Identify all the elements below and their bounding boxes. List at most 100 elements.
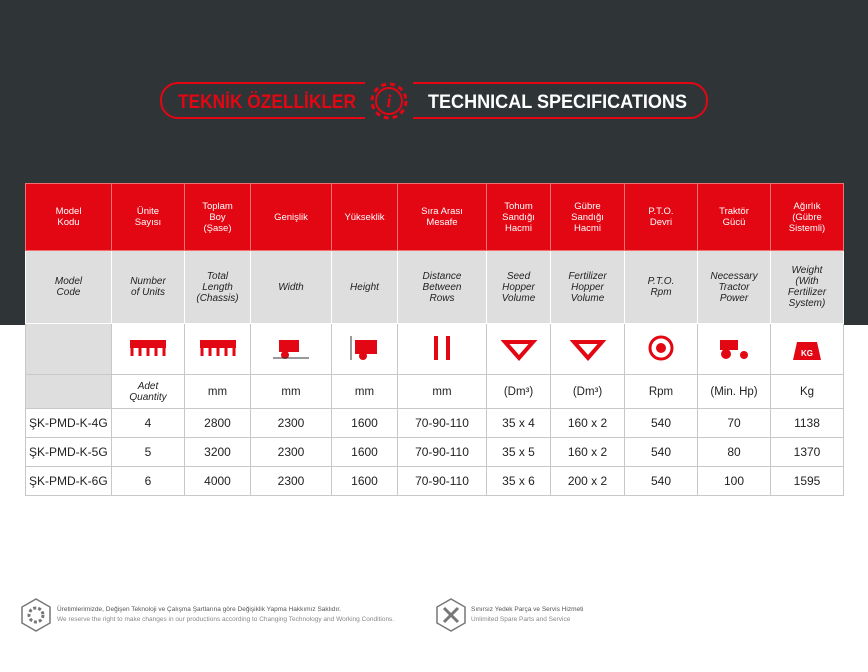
kg-label: KG <box>801 349 813 358</box>
value-cell: 35 x 6 <box>486 466 551 496</box>
value-cell: 35 x 4 <box>486 408 551 438</box>
value-cell: 80 <box>697 437 771 467</box>
header-tr-row: Model Kodu Ünite Sayısı Toplam Boy (Şase) G… <box>25 183 844 251</box>
header-cell: Toplam Boy (Şase) <box>184 183 251 251</box>
model-cell: ŞK-PMD-K-5G <box>25 437 112 467</box>
header-cell: Tohum Sandığı Hacmi <box>486 183 551 251</box>
spec-icon <box>199 339 236 356</box>
spec-icon <box>500 339 537 361</box>
header-cell: Model Code <box>25 250 112 324</box>
value-cell: 1138 <box>770 408 844 438</box>
icon-cell <box>486 323 551 375</box>
note-tr: Üretimlerimizde, Değişen Teknoloji ve Ça… <box>57 606 341 613</box>
value-cell: 1370 <box>770 437 844 467</box>
icon-cell <box>697 323 771 375</box>
value-cell: 1595 <box>770 466 844 496</box>
unit-cell: (Min. Hp) <box>697 374 771 409</box>
spec-icon <box>273 339 309 359</box>
value-cell: 70 <box>697 408 771 438</box>
unit-cell: Adet Quantity <box>111 374 185 409</box>
model-cell: ŞK-PMD-K-4G <box>25 408 112 438</box>
value-cell: 4000 <box>184 466 251 496</box>
icon-cell <box>550 323 625 375</box>
note-en: We reserve the right to make changes in … <box>57 616 395 623</box>
header-cell: Gübre Sandığı Hacmi <box>550 183 625 251</box>
spec-icon <box>648 335 674 360</box>
value-cell: 540 <box>624 408 698 438</box>
icon-cell <box>331 323 398 375</box>
header-cell: Genişlik <box>250 183 332 251</box>
value-cell: 4 <box>111 408 185 438</box>
header-cell: Fertilizer Hopper Volume <box>550 250 625 324</box>
header-cell: Ağırlık (Gübre Sistemli) <box>770 183 844 251</box>
value-cell: 2300 <box>250 437 332 467</box>
unit-cell: Kg <box>770 374 844 409</box>
icon-cell <box>184 323 251 375</box>
header-cell: Sıra Arası Mesafe <box>397 183 487 251</box>
unit-cell: mm <box>397 374 487 409</box>
empty-cell <box>25 374 112 409</box>
unit-row: Adet Quantity mm mm mm mm (Dm³) (Dm³) Rpm (Min. … <box>25 374 844 409</box>
value-cell: 2800 <box>184 408 251 438</box>
icon-cell <box>111 323 185 375</box>
value-cell: 540 <box>624 466 698 496</box>
value-cell: 160 x 2 <box>550 408 625 438</box>
unit-cell: (Dm³) <box>550 374 625 409</box>
value-cell: 6 <box>111 466 185 496</box>
banner-gap <box>365 78 413 123</box>
spec-icon <box>569 339 606 361</box>
spec-icon <box>720 339 748 359</box>
value-cell: 2300 <box>250 466 332 496</box>
unit-cell: Rpm <box>624 374 698 409</box>
value-cell: 100 <box>697 466 771 496</box>
spec-icon <box>350 335 377 360</box>
icon-cell <box>397 323 487 375</box>
note-2: Sınırsız Yedek Parça ve Servis Hizmeti U… <box>471 605 583 625</box>
icon-cell <box>624 323 698 375</box>
header-en-row: Model Code Number of Units Total Length (C… <box>25 250 844 324</box>
header-cell: Traktör Gücü <box>697 183 771 251</box>
icon-letter: i <box>386 91 391 111</box>
header-cell: Width <box>250 250 332 324</box>
title-tr: TEKNİK ÖZELLİKLER <box>178 92 356 113</box>
header-cell: Height <box>331 250 398 324</box>
value-cell: 35 x 5 <box>486 437 551 467</box>
gear-icon <box>370 82 408 120</box>
title-en: TECHNICAL SPECIFICATIONS <box>428 92 687 113</box>
header-cell: Seed Hopper Volume <box>486 250 551 324</box>
header-cell: P.T.O. Rpm <box>624 250 698 324</box>
value-cell: 2300 <box>250 408 332 438</box>
empty-cell <box>25 323 112 375</box>
value-cell: 160 x 2 <box>550 437 625 467</box>
model-cell: ŞK-PMD-K-6G <box>25 466 112 496</box>
service-icon <box>436 598 466 632</box>
unit-cell: mm <box>250 374 332 409</box>
value-cell: 1600 <box>331 408 398 438</box>
header-cell: Distance Between Rows <box>397 250 487 324</box>
icon-cell: KG <box>770 323 844 375</box>
value-cell: 1600 <box>331 437 398 467</box>
spec-icon: KG <box>793 341 821 360</box>
unit-cell: (Dm³) <box>486 374 551 409</box>
header-cell: Ünite Sayısı <box>111 183 185 251</box>
note-tr: Sınırsız Yedek Parça ve Servis Hizmeti <box>471 606 584 613</box>
title-banner: i TEKNİK ÖZELLİKLER TECHNICAL SPECIFICAT… <box>160 78 708 123</box>
header-cell: Necessary Tractor Power <box>697 250 771 324</box>
banner-outline <box>160 82 708 119</box>
icon-cell <box>250 323 332 375</box>
spec-icon <box>434 335 450 360</box>
value-cell: 540 <box>624 437 698 467</box>
icon-row: KG <box>25 323 844 375</box>
unit-cell: mm <box>184 374 251 409</box>
header-cell: Model Kodu <box>25 183 112 251</box>
header-cell: Weight (With Fertilizer System) <box>770 250 844 324</box>
spec-table: Model Kodu Ünite Sayısı Toplam Boy (Şase) G… <box>25 183 844 496</box>
value-cell: 3200 <box>184 437 251 467</box>
settings-icon <box>21 598 51 632</box>
note-1: Üretimlerimizde, Değişen Teknoloji ve Ça… <box>57 605 394 625</box>
header-cell: Number of Units <box>111 250 185 324</box>
